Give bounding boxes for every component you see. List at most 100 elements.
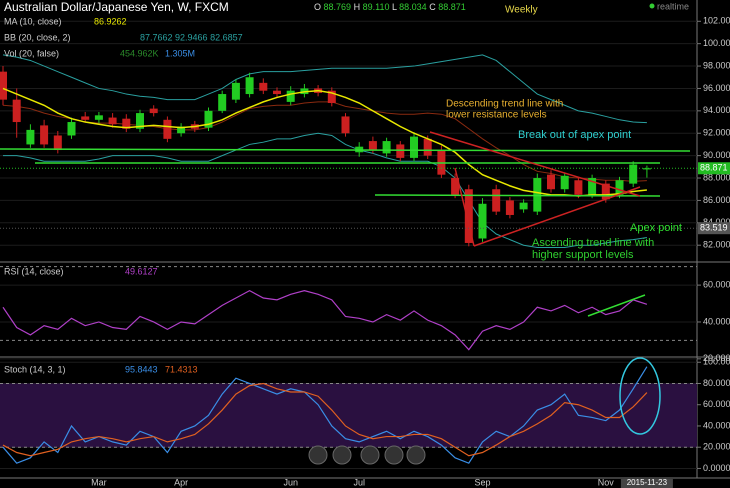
x-tick-label: Nov — [598, 477, 615, 487]
nav-button[interactable] — [360, 445, 380, 465]
candle — [574, 180, 583, 195]
candle — [410, 136, 418, 158]
candle — [12, 99, 21, 123]
candle — [464, 189, 473, 243]
y-tick-label: 96.000 — [703, 83, 730, 93]
price-label: 88.871 — [700, 163, 728, 173]
y-tick-label: 86.000 — [703, 195, 730, 205]
nav-button[interactable] — [406, 445, 426, 465]
candle — [478, 203, 487, 239]
legend-vol-value: 454.962K — [120, 48, 159, 58]
candle — [560, 175, 569, 190]
trend-line — [0, 148, 691, 152]
candle — [136, 113, 144, 129]
bb-middle — [2, 101, 647, 182]
y-tick-label: 100.000 — [703, 38, 730, 48]
legend-vol-value2: 1.305M — [165, 48, 195, 58]
series-line — [2, 366, 648, 464]
h: 89.110 — [363, 2, 390, 12]
annotation: Descending trend line with — [446, 99, 563, 110]
candle — [149, 108, 158, 114]
y-tick-label: 82.000 — [703, 240, 730, 250]
trend-line — [374, 194, 661, 197]
legend-vol: Vol (20, false) — [4, 48, 59, 58]
date-box — [620, 479, 673, 488]
y-tick-label: 98.000 — [703, 60, 730, 70]
y-tick-label: 40.0000 — [703, 420, 730, 430]
annotation: Apex point — [630, 222, 682, 234]
candle — [396, 144, 405, 158]
candle — [451, 178, 460, 195]
y-tick-label: 60.000 — [703, 279, 730, 289]
candle — [547, 174, 555, 190]
candle — [519, 202, 528, 210]
o-label: O — [314, 2, 321, 12]
l: 88.034 — [399, 2, 427, 12]
status-dot — [649, 3, 655, 9]
candle — [588, 178, 597, 195]
nav-button[interactable] — [384, 445, 404, 465]
y-tick-label: 40.000 — [703, 316, 730, 326]
candle — [67, 122, 76, 136]
nav-button[interactable] — [308, 445, 328, 465]
candle — [40, 125, 49, 145]
y-tick-label: 100.0000 — [703, 357, 730, 367]
candle — [642, 168, 651, 170]
ohlc: O 88.769 H 89.110 L 88.034 C 88.871 — [314, 2, 466, 12]
annotation: Break out of apex point — [518, 129, 631, 141]
nav-controls — [308, 445, 426, 465]
candle — [615, 180, 624, 195]
y-tick-label: 0.0000 — [703, 463, 730, 473]
y-tick-label: 20.000 — [703, 353, 730, 363]
candle — [53, 135, 62, 151]
candle — [601, 183, 610, 200]
legend-bb: BB (20, close, 2) — [4, 32, 71, 42]
l-label: L — [392, 2, 397, 12]
plot: 82.000 84.000 86.000 88.000 90.000 92.000 94.0… — [0, 16, 730, 488]
o: 88.769 — [324, 2, 352, 12]
ma-line — [2, 87, 647, 197]
candle — [26, 129, 35, 145]
candle — [259, 82, 268, 91]
bb-lower — [3, 132, 647, 248]
annotation: Ascending trend line with — [532, 237, 654, 249]
interval: Weekly — [505, 5, 538, 16]
candle — [382, 141, 391, 154]
y-tick-label: 84.000 — [703, 217, 730, 227]
price-box — [698, 222, 730, 235]
arrow — [587, 294, 646, 317]
legend-value: 49.6127 — [125, 266, 158, 276]
y-tick-label: 80.0000 — [703, 378, 730, 388]
y-tick-label: 88.000 — [703, 172, 730, 182]
x-tick-label: Apr — [174, 477, 188, 487]
price-box — [698, 162, 730, 175]
trend-line — [454, 167, 475, 247]
y-tick-label: 60.0000 — [703, 399, 730, 409]
series-line — [2, 289, 648, 351]
candle — [163, 119, 172, 139]
candle — [286, 90, 295, 102]
nav-button[interactable] — [332, 445, 352, 465]
legend-value: 71.4313 — [165, 364, 198, 374]
h-label: H — [354, 2, 361, 12]
legend-ma-value: 86.9262 — [94, 16, 127, 26]
y-tick-label: 92.000 — [703, 128, 730, 138]
candle — [122, 118, 131, 129]
candle — [81, 116, 90, 120]
y-tick-label: 90.000 — [703, 150, 730, 160]
c-label: C — [429, 2, 436, 12]
candle — [629, 164, 638, 184]
annotation: lower resistance levels — [446, 110, 547, 121]
candle — [94, 115, 103, 120]
legend-value: 95.8443 — [125, 364, 158, 374]
candle — [204, 110, 213, 128]
candle — [505, 200, 514, 215]
trend-line — [473, 186, 641, 247]
title: Australian Dollar/Japanese Yen, W, FXCM — [4, 0, 229, 14]
stoch-title: Stoch (14, 3, 1) — [4, 364, 66, 374]
highlight — [619, 357, 661, 435]
legend-ma: MA (10, close) — [4, 16, 62, 26]
candle — [423, 138, 432, 156]
candle — [108, 117, 117, 125]
